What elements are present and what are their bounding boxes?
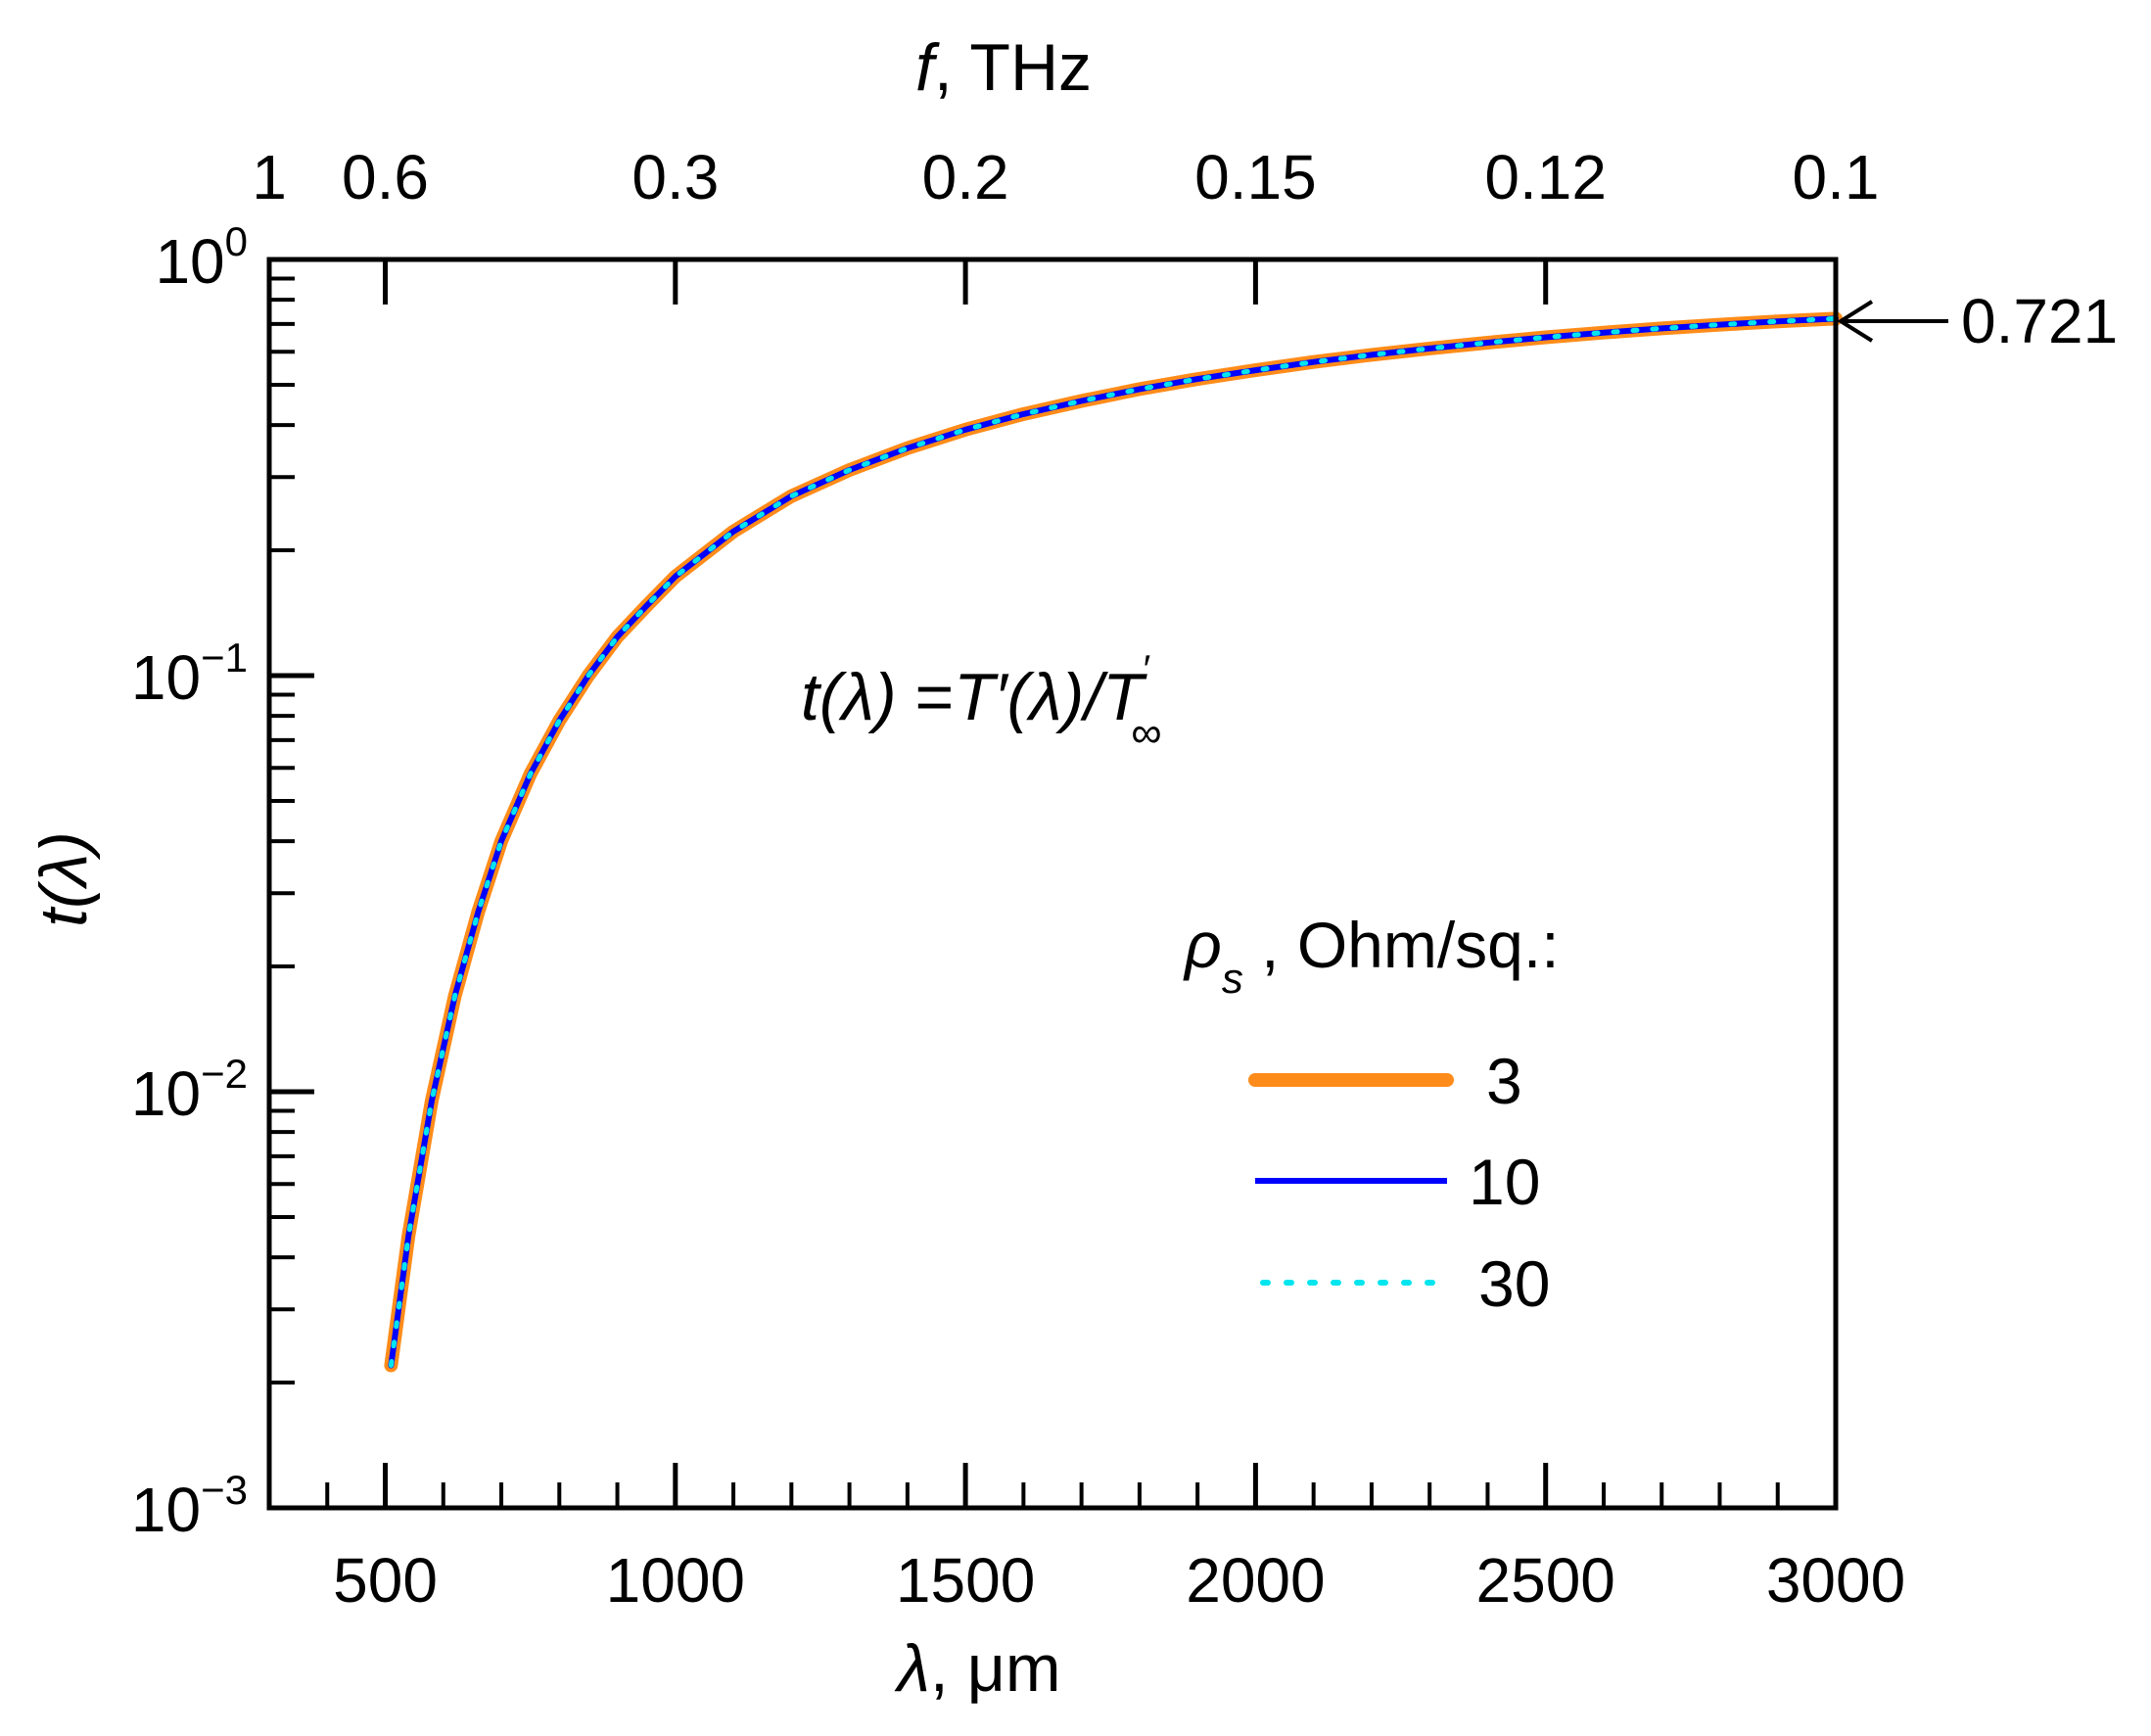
y-tick-base: 10 (155, 226, 224, 297)
y-tick-label: 10−2 (131, 1051, 248, 1129)
series-line-3 (384, 311, 1843, 1373)
annotation-value: 0.721 (1961, 286, 2118, 356)
series-layer (384, 311, 1843, 1373)
y-tick-label: 10−3 (131, 1467, 248, 1545)
top-tick-label: 0.6 (342, 142, 429, 212)
legend-label-30: 30 (1478, 1247, 1550, 1320)
x-axis-ticks: 500 1000 1500 2000 2500 3000 (325, 1463, 1905, 1616)
annotation-arrow-head (1837, 300, 1874, 343)
legend-title: ρs , Ohm/sq.: (1183, 909, 1560, 1003)
formula-annotation: t(λ) =T′(λ)/T′ ∞ (801, 648, 1162, 757)
y-tick-base: 10 (131, 642, 201, 713)
series-line-10 (388, 315, 1839, 1369)
top-tick-label: 0.2 (922, 142, 1009, 212)
y-tick-exponent: −2 (201, 1051, 248, 1097)
legend-label-3: 3 (1486, 1045, 1522, 1117)
top-tick-label: 1 (252, 142, 287, 212)
legend-label-10: 10 (1469, 1146, 1540, 1218)
top-axis-ticks: 1 0.6 0.3 0.2 0.15 0.12 0.1 (252, 142, 1879, 305)
y-tick-exponent: 0 (225, 218, 248, 264)
x-tick-label: 500 (333, 1545, 438, 1616)
top-tick-label: 0.1 (1793, 142, 1880, 212)
y-tick-base: 10 (131, 1475, 201, 1545)
y-tick-label: 100 (155, 218, 248, 297)
legend: ρs , Ohm/sq.: 3 10 30 (1183, 909, 1560, 1320)
x-tick-label: 2000 (1186, 1545, 1325, 1616)
y-tick-label: 10−1 (131, 634, 248, 713)
x-tick-label: 1500 (896, 1545, 1035, 1616)
x-tick-label: 2500 (1476, 1545, 1615, 1616)
plot-frame (266, 257, 1839, 1511)
x-tick-label: 3000 (1766, 1545, 1905, 1616)
y-axis-title: t(λ) (26, 831, 101, 927)
value-annotation: 0.721 (1837, 286, 2118, 356)
top-tick-label: 0.12 (1484, 142, 1607, 212)
series-line-30 (388, 315, 1839, 1368)
y-tick-exponent: −3 (201, 1467, 248, 1513)
x-axis-title: λ, μm (893, 1631, 1060, 1706)
y-tick-exponent: −1 (201, 634, 248, 680)
x-tick-label: 1000 (606, 1545, 745, 1616)
top-tick-label: 0.3 (631, 142, 719, 212)
top-tick-label: 0.15 (1194, 142, 1317, 212)
top-axis-title: f, THz (915, 30, 1092, 105)
y-tick-base: 10 (131, 1058, 201, 1129)
